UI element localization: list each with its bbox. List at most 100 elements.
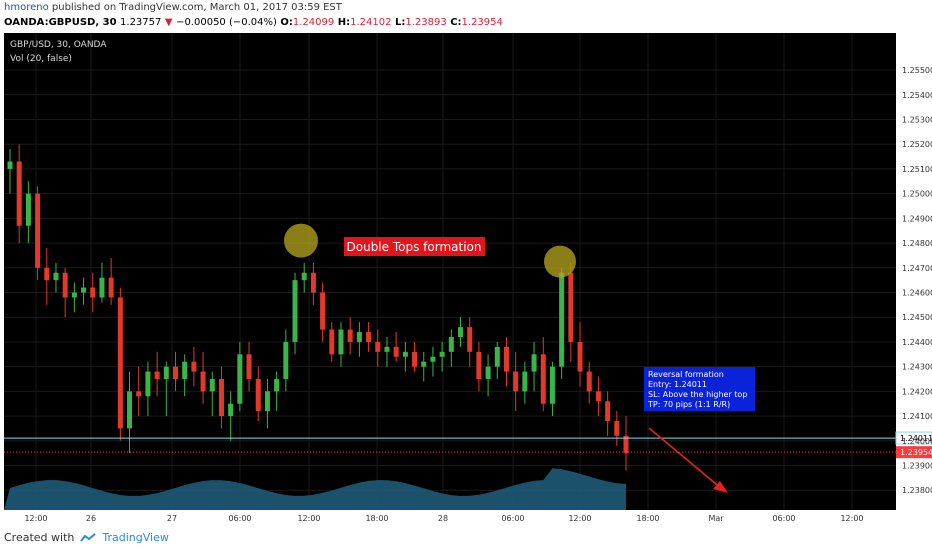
candle — [172, 351, 178, 392]
y-tick-label: 1.24800 — [902, 239, 932, 248]
candle — [62, 267, 68, 318]
candle — [402, 341, 408, 372]
candle — [274, 371, 280, 412]
candle — [476, 341, 482, 392]
reversal-info-line: SL: Above the higher top — [648, 390, 747, 399]
tradingview-brand[interactable]: TradingView — [102, 531, 169, 544]
candle — [356, 322, 362, 357]
published-text: published on TradingView.com, March 01, … — [51, 2, 342, 13]
top-marker-1 — [284, 223, 318, 258]
candle-body — [228, 403, 234, 417]
pane-title: GBP/USD, 30, OANDA — [10, 40, 107, 50]
overlays: 1.24011 1.23954 Double Tops formation Rever… — [4, 223, 932, 493]
y-tick-label: 1.24600 — [902, 289, 932, 298]
candle-body — [494, 346, 500, 367]
price-axis[interactable] — [896, 33, 932, 510]
candle — [16, 144, 22, 244]
candle-body — [218, 379, 224, 417]
y-tick-label: 1.25100 — [902, 165, 932, 174]
candle-body — [255, 379, 261, 412]
candle-body — [503, 346, 509, 372]
y-tick-label: 1.25400 — [902, 91, 932, 100]
candle — [191, 346, 197, 387]
x-tick-label: 06:00 — [772, 514, 795, 523]
candle-body — [338, 329, 344, 355]
symbol-info: OANDA:GBPUSD, 30 1.23757 ▼ −0.00050 (−0.… — [4, 17, 503, 28]
candle-body — [99, 277, 105, 298]
candle — [540, 336, 546, 412]
candle — [467, 317, 473, 367]
y-tick-label: 1.25000 — [902, 190, 932, 199]
candle — [154, 351, 160, 397]
y-tick-label: 1.24500 — [902, 313, 932, 322]
candle-body — [568, 272, 574, 342]
footer: Created with TradingView — [4, 531, 169, 544]
candle — [25, 181, 31, 244]
candle-body — [430, 356, 436, 362]
reversal-info-line: Entry: 1.24011 — [648, 380, 707, 389]
candle — [90, 272, 96, 313]
candle — [412, 341, 418, 372]
x-tick-label: 18:00 — [365, 514, 388, 523]
candle-body — [246, 354, 252, 380]
volume-area — [4, 468, 626, 510]
candle — [200, 351, 206, 404]
candle-body — [559, 272, 565, 367]
candle — [108, 257, 114, 305]
candle-body — [7, 161, 13, 169]
candle — [393, 332, 399, 362]
candle — [375, 329, 381, 367]
plot-area[interactable] — [4, 33, 896, 510]
candle — [246, 341, 252, 392]
candle — [448, 329, 454, 367]
change-arrow: ▼ — [164, 17, 173, 28]
candle-body — [540, 354, 546, 404]
candle-body — [531, 354, 537, 372]
candle-body — [209, 379, 215, 392]
open-value: 1.24099 — [292, 17, 335, 28]
candle-body — [136, 391, 142, 397]
candle-body — [513, 371, 519, 392]
y-tick-label: 1.24700 — [902, 264, 932, 273]
candle-body — [154, 371, 160, 380]
candle — [485, 354, 491, 397]
change-text: −0.00050 (−0.04%) — [176, 17, 277, 28]
candles — [7, 144, 629, 471]
open-label: O: — [280, 17, 293, 28]
candle-body — [25, 193, 31, 226]
candle-body — [71, 292, 77, 298]
candle-body — [393, 346, 399, 357]
y-tick-label: 1.24200 — [902, 387, 932, 396]
candle — [182, 354, 188, 397]
price-chart[interactable]: 1.24011 1.23954 Double Tops formation Rever… — [0, 30, 932, 526]
candle — [255, 366, 261, 422]
high-value: 1.24102 — [350, 17, 392, 28]
author-link[interactable]: hmoreno — [4, 2, 49, 13]
y-tick-label: 1.25200 — [902, 140, 932, 149]
candle — [320, 282, 326, 342]
candle-body — [44, 267, 50, 281]
candle-body — [81, 287, 87, 293]
candle-body — [310, 272, 316, 293]
candle-body — [117, 297, 123, 429]
y-tick-label: 1.24000 — [902, 437, 932, 446]
candle — [136, 366, 142, 417]
candle — [81, 277, 87, 305]
candle-body — [375, 341, 381, 352]
reversal-info-box — [644, 367, 755, 411]
entry-price-label: 1.24011 — [900, 434, 932, 443]
target-arrow-shaft — [648, 427, 723, 490]
x-axis-labels: 12:00 26 27 06:00 12:00 18:00 28 06:00 12:00 18:0… — [24, 514, 863, 523]
publish-info: hmoreno published on TradingView.com, Ma… — [4, 2, 342, 13]
candle-body — [191, 361, 197, 372]
candle — [614, 411, 620, 446]
candle — [559, 267, 565, 380]
x-tick-label: 27 — [167, 514, 177, 523]
y-axis-labels: 1.25500 1.25400 1.25300 1.25200 1.25100 1.250… — [902, 66, 932, 495]
x-tick-label: 26 — [86, 514, 96, 523]
x-tick-label: 12:00 — [297, 514, 320, 523]
low-label: L: — [394, 17, 406, 28]
y-tick-label: 1.25500 — [902, 66, 932, 75]
candle-body — [439, 351, 445, 357]
candle-body — [108, 277, 114, 298]
